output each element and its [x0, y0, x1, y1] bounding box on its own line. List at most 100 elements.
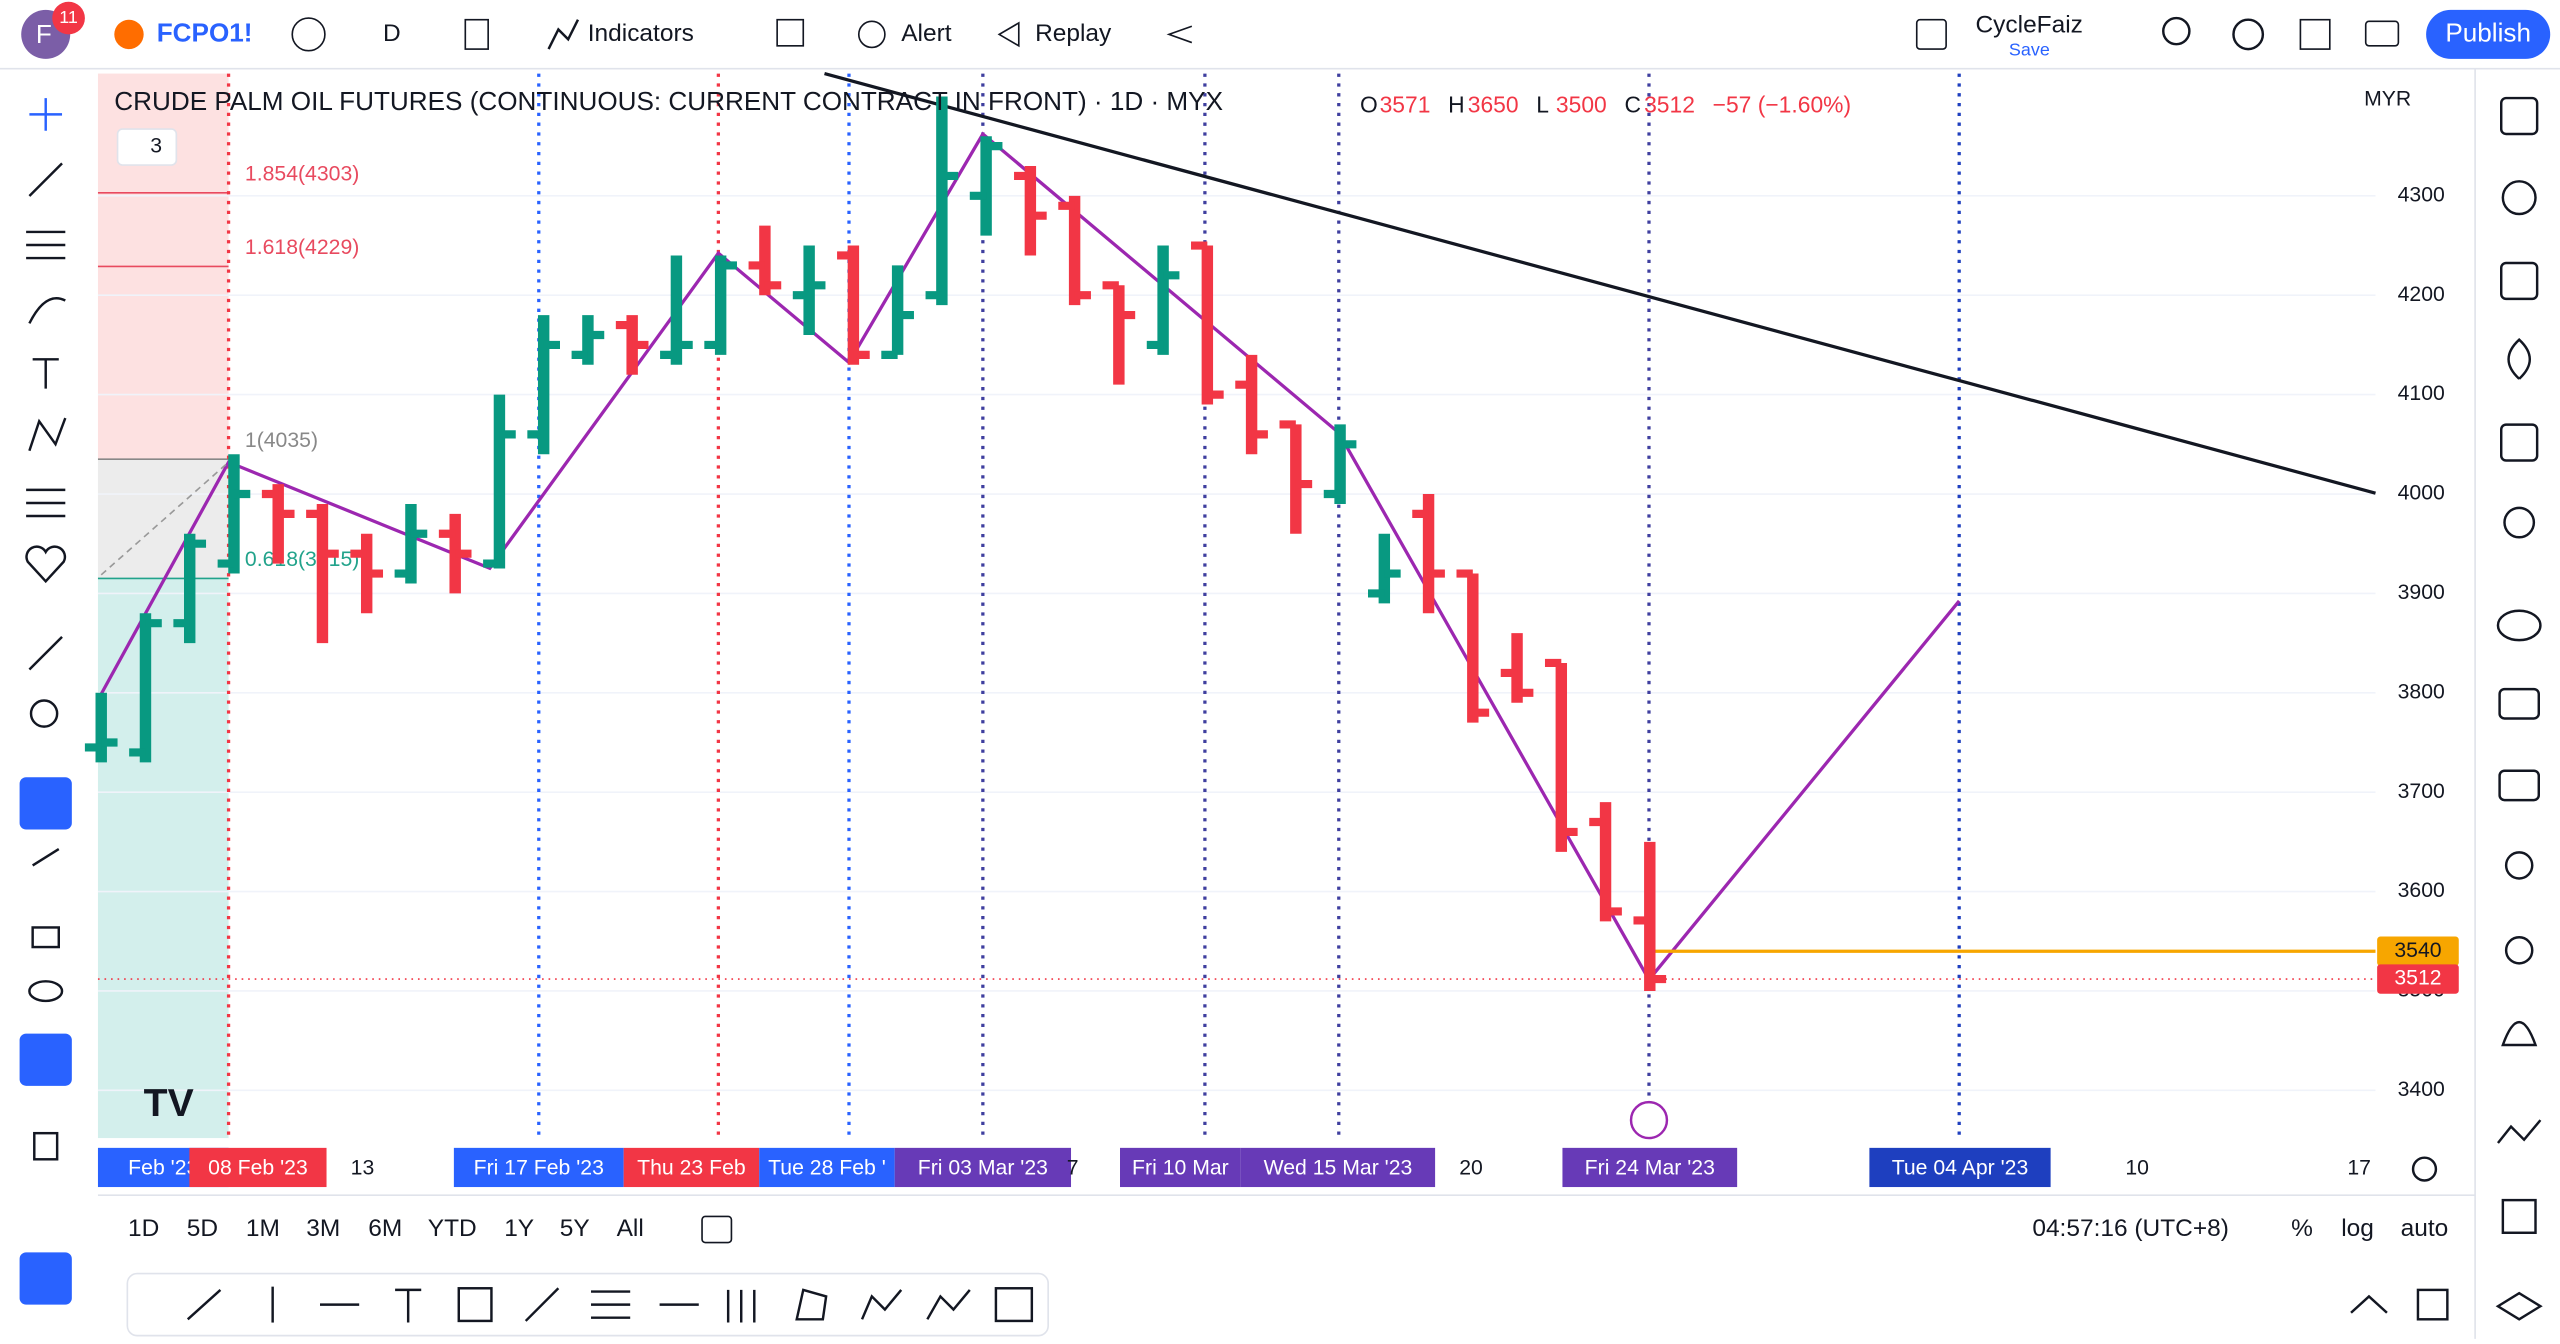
watchlist-star[interactable]	[19, 1252, 72, 1305]
price-label: 3540	[2394, 939, 2441, 962]
y-tick-label: 3900	[2398, 581, 2445, 604]
tool[interactable]	[860, 1289, 903, 1320]
streams[interactable]	[2496, 609, 2542, 642]
maximize[interactable]	[2416, 1288, 2449, 1321]
log-toggle[interactable]: log	[2341, 1215, 2374, 1242]
range-button[interactable]: 3M	[306, 1215, 340, 1242]
date-range-icon	[701, 1215, 733, 1244]
brush[interactable]	[28, 297, 66, 324]
prediction[interactable]	[26, 488, 66, 518]
bar-style[interactable]	[464, 18, 489, 50]
auto-toggle[interactable]: auto	[2401, 1215, 2449, 1242]
add-symbol[interactable]	[291, 17, 326, 52]
news[interactable]	[2500, 261, 2539, 301]
text-tool[interactable]	[32, 358, 59, 389]
fib-zone	[97, 578, 229, 1139]
price-label: 3512	[2394, 967, 2441, 990]
tool[interactable]	[726, 1289, 756, 1323]
x-label-bg	[189, 1147, 327, 1188]
sync[interactable]	[19, 1033, 72, 1086]
y-tick-label: 3800	[2398, 680, 2445, 703]
x-tick-label: 08 Feb '23	[208, 1157, 308, 1180]
lock[interactable]	[31, 926, 60, 949]
watchlist[interactable]	[2500, 96, 2539, 136]
tool[interactable]	[994, 1287, 1034, 1323]
settings[interactable]	[2232, 18, 2265, 51]
notifications[interactable]	[2501, 1021, 2538, 1047]
fullscreen[interactable]	[2299, 18, 2331, 50]
fib-label: 1.618(4229)	[245, 236, 359, 259]
chats[interactable]	[2498, 687, 2540, 720]
snapshot[interactable]	[2364, 20, 2400, 47]
percent-toggle[interactable]: %	[2291, 1215, 2313, 1242]
alert[interactable]: Alert	[901, 20, 952, 47]
zoom[interactable]	[29, 699, 59, 728]
x-label-bg	[1562, 1147, 1738, 1188]
tool[interactable]	[524, 1287, 560, 1322]
fib-dash	[100, 461, 230, 576]
tool[interactable]	[457, 1287, 493, 1323]
tool[interactable]	[591, 1290, 631, 1319]
range-button[interactable]: 1M	[246, 1215, 280, 1242]
data-window[interactable]	[2497, 1119, 2542, 1144]
replay-panel[interactable]	[2504, 936, 2534, 965]
collapse[interactable]	[2350, 1294, 2388, 1314]
range-button[interactable]: YTD	[428, 1215, 477, 1242]
search[interactable]	[2162, 16, 2191, 46]
layouts[interactable]	[776, 18, 805, 47]
range-button[interactable]: 1D	[128, 1215, 159, 1242]
tool[interactable]	[795, 1288, 828, 1321]
drawing-tools	[186, 1286, 2449, 1323]
price-label-bg	[2377, 936, 2459, 966]
publish-button[interactable]	[2426, 9, 2551, 59]
range-button[interactable]: 1Y	[504, 1215, 534, 1242]
range-button[interactable]: All	[617, 1215, 644, 1242]
symbol[interactable]: FCPO1!	[157, 17, 253, 47]
badge	[52, 1, 85, 35]
range-button[interactable]: 5Y	[560, 1215, 590, 1242]
delete[interactable]	[33, 1131, 59, 1161]
crosshair[interactable]	[29, 98, 63, 131]
indicator-count: 3	[150, 135, 162, 158]
trend-line[interactable]	[28, 162, 63, 197]
replay[interactable]: Replay	[1035, 20, 1112, 47]
indicators[interactable]: Indicators	[588, 20, 694, 47]
x-label-bg	[623, 1147, 760, 1188]
broadcast[interactable]	[2504, 851, 2534, 880]
save[interactable]: Save	[2009, 39, 2050, 59]
messages[interactable]	[2498, 769, 2540, 802]
symbol-icon	[114, 19, 144, 50]
interval[interactable]: D	[383, 20, 401, 47]
fib-label: 1(4035)	[245, 429, 318, 452]
calendar[interactable]	[2500, 423, 2539, 462]
x-tick-label: Fri 24 Mar '23	[1585, 1157, 1715, 1180]
layout-name[interactable]: CycleFaiz	[1976, 12, 2083, 39]
alerts-panel[interactable]	[2501, 180, 2537, 216]
tool[interactable]	[186, 1288, 222, 1321]
hotlist[interactable]	[2507, 338, 2532, 380]
ruler[interactable]	[28, 635, 63, 671]
x-tick-label: Tue 28 Feb '	[768, 1157, 886, 1180]
indicator-toggle[interactable]	[116, 128, 178, 166]
stay-drawing[interactable]	[32, 848, 60, 867]
fib-label: 0.618(3915)	[245, 548, 359, 571]
favorites[interactable]	[25, 545, 67, 584]
undo[interactable]	[1166, 25, 1193, 44]
range-button[interactable]: 5D	[187, 1215, 218, 1242]
tool[interactable]	[926, 1289, 971, 1320]
legend-value: 3650	[1468, 91, 1519, 117]
legend-value: 3512	[1644, 91, 1695, 117]
magnet[interactable]	[19, 777, 72, 830]
x-tick-label: 17	[2347, 1157, 2371, 1180]
range-button[interactable]: 6M	[368, 1215, 402, 1242]
layers[interactable]	[2495, 1291, 2543, 1321]
object-tree[interactable]	[2501, 1198, 2537, 1234]
currency[interactable]: MYR	[2364, 87, 2411, 110]
visibility[interactable]	[28, 980, 64, 1003]
tool[interactable]	[395, 1288, 422, 1323]
ideas[interactable]	[2503, 506, 2536, 539]
fib[interactable]	[26, 230, 66, 260]
x-tick-label: Feb '23	[128, 1157, 198, 1180]
pattern[interactable]	[28, 417, 67, 452]
